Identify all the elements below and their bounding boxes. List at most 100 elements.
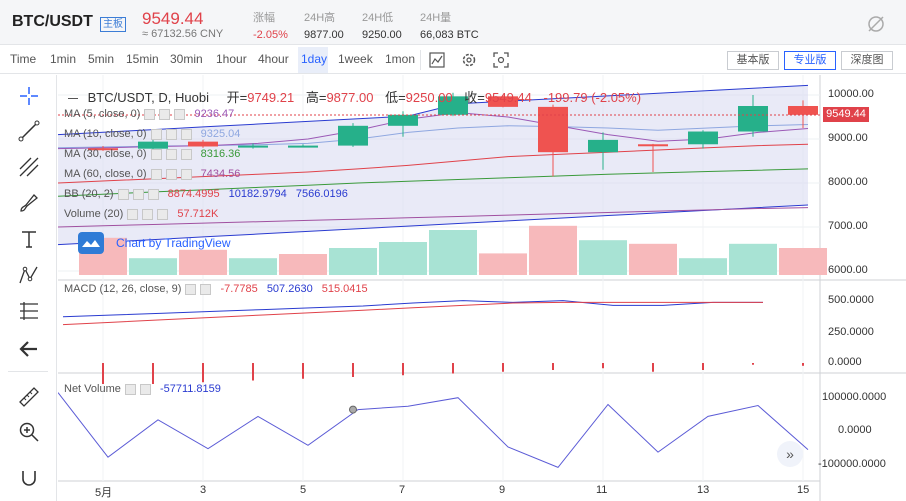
settings-icon [132,188,144,200]
main-legend: BTC/USDT, D, Huobi 开=9749.21 高=9877.00 低… [68,87,641,106]
brush-icon[interactable] [17,191,41,215]
chart-type-icon[interactable] [428,51,446,69]
view-depth-button[interactable]: 深度图 [841,51,893,70]
tradingview-logo-icon[interactable] [78,232,104,254]
close-icon [157,208,169,220]
ruler-icon[interactable] [17,385,41,409]
view-pro-button[interactable]: 专业版 [784,51,836,70]
candle-body [788,106,818,115]
bollinger-band-fill [58,84,809,246]
magnet-icon[interactable] [17,467,41,491]
tf-5min[interactable]: 5min [88,52,115,66]
hover-point [349,405,357,414]
zoom-in-icon[interactable] [17,420,41,444]
candle-body [638,144,668,147]
low-value: 9250.00 [405,90,453,105]
time-axis-label: 15 [797,484,810,496]
close-icon [180,128,192,140]
close-icon [200,283,212,295]
volume-bar [679,258,727,275]
stat-change: 涨幅 -2.05% [253,12,288,41]
ma10-legend[interactable]: MA (10, close, 0) 9325.04 [64,128,241,140]
ma30-line [58,168,809,197]
pair-name[interactable]: BTC/USDT [12,13,93,30]
close-icon [180,148,192,160]
tf-time[interactable]: Time [10,52,37,66]
time-axis-label: 13 [697,484,710,496]
collapse-icon[interactable] [68,98,78,100]
candle-body [688,131,718,145]
net-volume-legend[interactable]: Net Volume -57711.8159 [64,383,221,395]
macd-line [62,300,763,318]
pitchfork-icon[interactable] [17,155,41,179]
trend-line-icon[interactable] [17,119,41,143]
macd-legend[interactable]: MACD (12, 26, close, 9) -7.7785 507.2630… [64,283,368,295]
tf-4hour[interactable]: 4hour [258,52,289,66]
arrow-left-icon[interactable] [17,337,41,361]
stat-24h-high: 24H高 9877.00 [304,12,344,41]
tf-1week[interactable]: 1week [338,52,373,66]
close-icon [139,383,151,395]
tradingview-credit[interactable]: Chart by TradingView [116,236,231,250]
eye-icon [150,148,162,160]
bb-legend[interactable]: BB (20, 2) 8874.4995 10182.9794 7566.019… [64,188,348,200]
candle-body [188,141,218,147]
bb-lower-line [58,204,809,246]
close-icon [180,168,192,180]
tf-1min[interactable]: 1min [50,52,77,66]
volume-bar [479,253,527,275]
view-basic-button[interactable]: 基本版 [727,51,779,70]
eye-off-icon[interactable] [866,14,886,34]
settings-icon [159,108,171,120]
candle-body [588,139,618,153]
close-icon [147,188,159,200]
volume-bar [429,230,477,275]
volume-legend[interactable]: Volume (20) 57.712K [64,208,219,220]
fib-retracement-icon[interactable] [17,299,41,323]
ma60-legend[interactable]: MA (60, close, 0) 7434.56 [64,168,241,180]
price-chart[interactable] [58,75,906,501]
ma5-line [58,112,809,150]
drawing-toolbar [0,75,57,501]
volume-bar [779,248,827,275]
nv-axis-label: -100000.0000 [818,458,886,470]
settings-icon [165,128,177,140]
candle-body [738,106,768,132]
volume-bar [729,243,777,275]
settings-icon [165,168,177,180]
candle-body [388,114,418,126]
current-price-tag: 9549.44 [823,107,869,122]
stat-24h-volume: 24H量 66,083 BTC [420,12,479,41]
volume-bar [179,249,227,275]
change-value: -199.79 (-2.05%) [543,90,642,105]
macd-axis-label: 0.0000 [828,356,862,368]
time-axis-label: 3 [200,484,207,496]
tf-1mon[interactable]: 1mon [385,52,416,66]
text-tool-icon[interactable] [17,227,41,251]
scroll-to-realtime-button[interactable]: » [777,441,803,467]
macd-axis-label: 250.0000 [828,326,874,338]
eye-icon [127,208,139,220]
tf-15min[interactable]: 15min [126,52,159,66]
candle-body [288,145,318,148]
volume-bar [279,254,327,275]
settings-icon[interactable] [460,51,478,69]
volume-bar [529,225,577,275]
pattern-icon[interactable] [17,263,41,287]
volume-bar [579,240,627,275]
last-price: 9549.44 [142,9,204,28]
crosshair-icon[interactable] [17,84,41,108]
ma30-legend[interactable]: MA (30, close, 0) 8316.36 [64,148,241,160]
ma5-legend[interactable]: MA (5, close, 0) 9236.47 [64,108,235,120]
screenshot-icon[interactable] [492,51,510,69]
candlesticks [88,92,818,177]
net-volume-line [58,392,809,469]
tf-30min[interactable]: 30min [170,52,203,66]
settings-icon [124,383,136,395]
symbol-title: BTC/USDT, D, Huobi [87,90,209,105]
settings-icon [185,283,197,295]
eye-icon [144,108,156,120]
tools-divider [8,371,48,372]
tf-1hour[interactable]: 1hour [216,52,247,66]
tf-1day[interactable]: 1day [301,52,328,66]
